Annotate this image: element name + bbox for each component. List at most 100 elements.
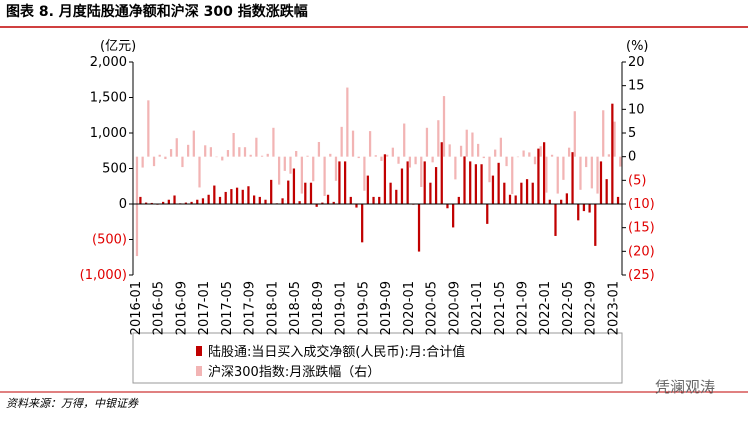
bar — [469, 161, 471, 204]
x-tick-label: 2022-09 — [584, 281, 599, 335]
bar — [585, 157, 587, 167]
bar — [494, 150, 496, 157]
bar — [560, 200, 562, 204]
bar — [327, 195, 329, 204]
x-tick-label: 2018-05 — [288, 281, 303, 335]
source: 资料来源：万得，中银证券 — [6, 397, 139, 410]
bar — [361, 204, 363, 242]
bar — [606, 179, 608, 204]
bar — [407, 161, 409, 204]
bar — [363, 157, 365, 191]
bar — [437, 120, 439, 156]
legend-label: 陆股通:当日买入成交净额(人民币):月:合计值 — [208, 344, 465, 360]
x-tick-label: 2022-05 — [561, 281, 576, 335]
bar — [520, 183, 522, 204]
x-tick-label: 2021-05 — [493, 281, 508, 335]
bar — [367, 176, 369, 204]
bar — [350, 197, 352, 204]
bar — [198, 157, 200, 188]
bar — [571, 152, 573, 204]
bar — [397, 157, 399, 164]
bar — [372, 197, 374, 204]
bar — [281, 198, 283, 204]
bar — [253, 195, 255, 204]
bar — [608, 154, 610, 156]
x-tick-label: 2018-01 — [265, 281, 280, 335]
x-tick-label: 2019-05 — [356, 281, 371, 335]
bar — [449, 144, 451, 156]
bar — [346, 88, 348, 157]
bar — [537, 149, 539, 204]
x-tick-label: 2022-01 — [538, 281, 553, 335]
y2ticks-label: (5) — [628, 173, 646, 188]
bar — [463, 156, 465, 204]
bar — [466, 130, 468, 157]
yticks-label: 2,000 — [90, 55, 127, 70]
bar — [259, 197, 261, 204]
bar — [596, 157, 598, 194]
bar — [562, 157, 564, 180]
y2ticks-label: 20 — [628, 55, 645, 70]
bar — [611, 104, 613, 204]
yticks-label: 500 — [102, 162, 127, 177]
bar — [534, 157, 536, 165]
bar — [602, 110, 604, 156]
bar — [403, 124, 405, 157]
x-tick-label: 2020-05 — [425, 281, 440, 335]
bar — [193, 131, 195, 157]
chart-title: 图表 8. 月度陆股通净额和沪深 300 指数涨跌幅 — [6, 3, 308, 20]
bar — [503, 183, 505, 204]
x-tick-label: 2017-05 — [220, 281, 235, 335]
bar — [301, 157, 303, 194]
bar — [329, 154, 331, 157]
bar — [136, 157, 138, 256]
bar — [272, 128, 274, 157]
bar — [323, 157, 325, 196]
bar — [289, 157, 291, 174]
bar — [384, 154, 386, 204]
bar — [613, 122, 615, 157]
bar — [375, 155, 377, 156]
bar — [511, 157, 513, 194]
bar — [341, 127, 343, 157]
bar — [352, 131, 354, 157]
bar — [221, 157, 223, 161]
x-tick-label: 2017-01 — [197, 281, 212, 335]
bar — [225, 192, 227, 204]
x-tick-label: 2016-01 — [129, 281, 144, 335]
yticks-label: (500) — [92, 233, 127, 248]
bar — [619, 157, 621, 167]
bar — [238, 147, 240, 156]
bar — [392, 148, 394, 157]
bar — [568, 148, 570, 157]
bar — [187, 145, 189, 157]
bar — [247, 186, 249, 204]
watermark: 凭澜观涛 — [655, 378, 715, 396]
bar — [574, 111, 576, 156]
bar — [418, 204, 420, 252]
x-tick-label: 2016-09 — [174, 281, 189, 335]
bar — [577, 204, 579, 220]
yticks-label: 1,000 — [90, 126, 127, 141]
bar — [600, 161, 602, 204]
bar — [236, 188, 238, 204]
x-tick-label: 2023-01 — [606, 281, 621, 335]
bar — [168, 200, 170, 204]
bar — [261, 156, 263, 157]
bar — [432, 157, 434, 163]
bar — [414, 157, 416, 165]
bar — [591, 157, 593, 189]
bar — [471, 133, 473, 157]
y2ticks-label: (15) — [628, 221, 655, 236]
bar — [310, 183, 312, 204]
bar — [213, 186, 215, 204]
bar — [509, 195, 511, 204]
bar — [505, 157, 507, 166]
bar — [409, 157, 411, 168]
bar — [153, 157, 155, 166]
x-tick-label: 2021-09 — [515, 281, 530, 335]
bar — [498, 163, 500, 204]
y2-axis-label: (%) — [626, 39, 649, 54]
bar — [318, 142, 320, 157]
